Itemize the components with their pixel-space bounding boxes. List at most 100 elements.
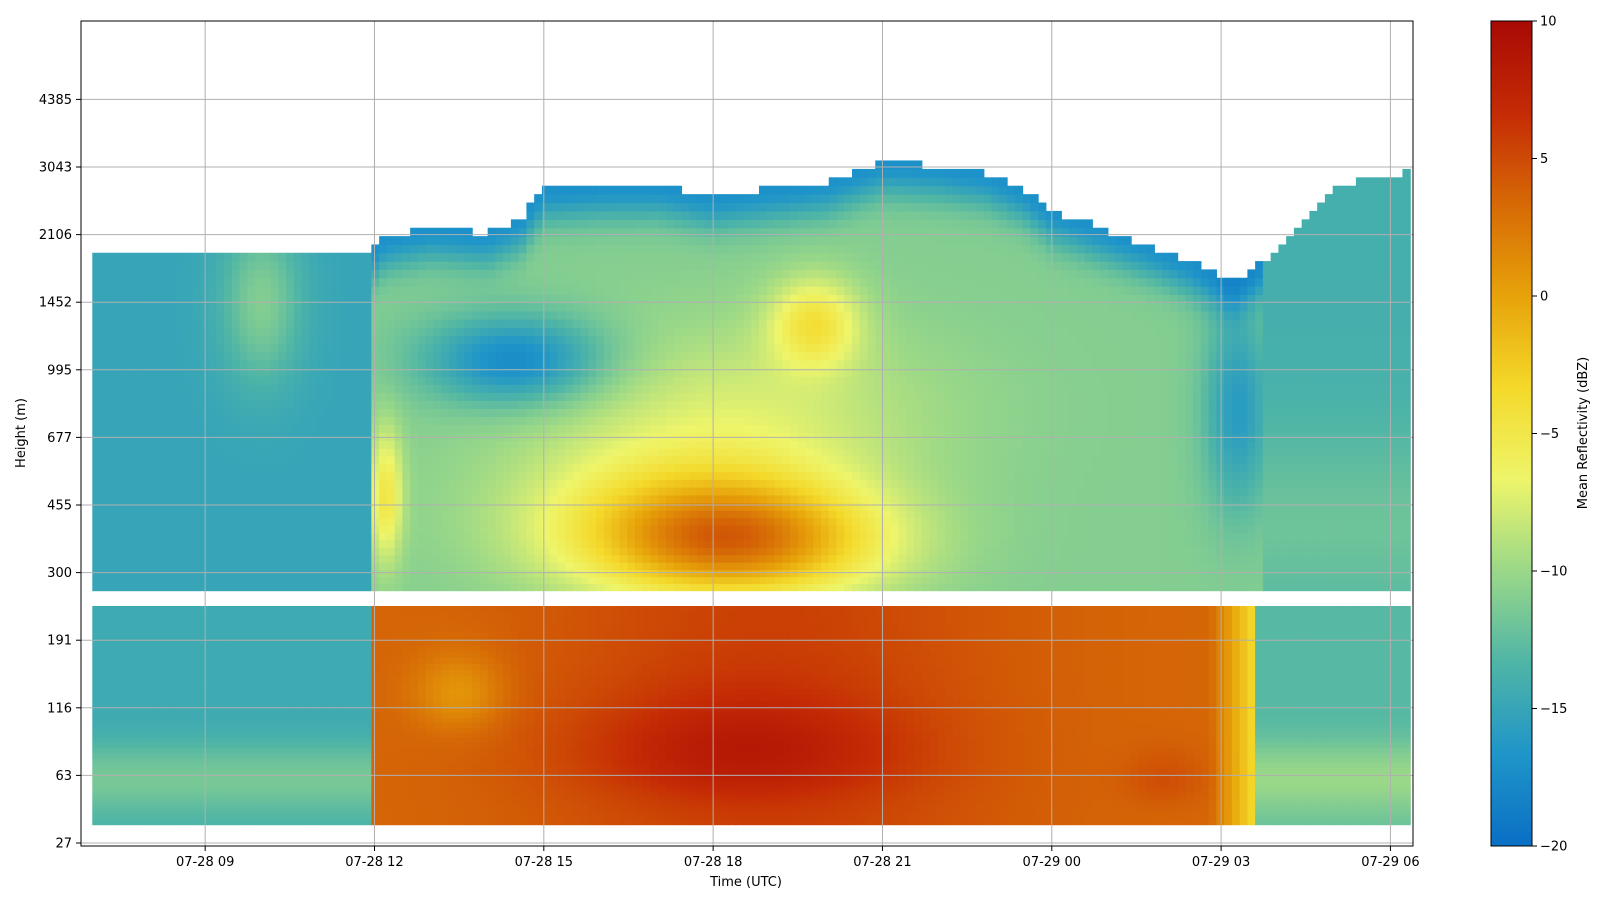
- heatmap-cell: [487, 479, 497, 488]
- heatmap-cell: [193, 554, 202, 563]
- heatmap-cell: [270, 675, 279, 683]
- heatmap-cell: [115, 810, 124, 815]
- heatmap-cell: [448, 681, 458, 689]
- heatmap-cell: [216, 638, 225, 646]
- heatmap-cell: [340, 392, 349, 401]
- heatmap-cell: [503, 675, 512, 683]
- heatmap-cell: [278, 448, 287, 457]
- heatmap-cell: [394, 777, 403, 782]
- heatmap-cell: [278, 813, 287, 818]
- heatmap-cell: [185, 351, 194, 361]
- heatmap-cell: [154, 817, 163, 822]
- heatmap-cell: [293, 562, 303, 571]
- heatmap-cell: [379, 669, 388, 677]
- heatmap-cell: [479, 368, 489, 377]
- heatmap-cell: [247, 752, 256, 759]
- heatmap-cell: [278, 657, 287, 664]
- heatmap-cell: [472, 799, 481, 804]
- heatmap-cell: [464, 762, 473, 769]
- heatmap-cell: [270, 742, 279, 749]
- heatmap-cell: [107, 762, 117, 769]
- heatmap-cell: [100, 277, 109, 287]
- heatmap-cell: [503, 286, 512, 295]
- heatmap-cell: [177, 547, 186, 556]
- heatmap-cell: [115, 688, 124, 695]
- heatmap-cell: [340, 261, 349, 270]
- heatmap-cell: [224, 400, 233, 409]
- heatmap-cell: [107, 376, 117, 385]
- heatmap-cell: [417, 487, 427, 496]
- heatmap-cell: [278, 757, 287, 764]
- heatmap-cell: [216, 359, 225, 369]
- heatmap-cell: [169, 335, 179, 345]
- heatmap-cell: [193, 502, 202, 511]
- heatmap-cell: [262, 368, 272, 377]
- heatmap-cell: [231, 532, 241, 541]
- heatmap-cell: [247, 277, 256, 287]
- heatmap-cell: [169, 727, 179, 733]
- heatmap-cell: [169, 737, 179, 743]
- heatmap-cell: [363, 463, 372, 473]
- heatmap-cell: [456, 525, 465, 534]
- heatmap-cell: [479, 727, 489, 733]
- heatmap-cell: [526, 737, 535, 743]
- heatmap-cell: [100, 455, 109, 465]
- heatmap-cell: [185, 727, 194, 733]
- heatmap-cell: [317, 784, 326, 789]
- heatmap-cell: [441, 302, 450, 312]
- heatmap-cell: [348, 817, 357, 822]
- heatmap-cell: [309, 539, 318, 548]
- heatmap-cell: [433, 784, 442, 789]
- heatmap-cell: [169, 440, 179, 449]
- heatmap-cell: [402, 384, 411, 393]
- heatmap-cell: [510, 717, 520, 723]
- heatmap-cell: [100, 820, 109, 826]
- heatmap-cell: [472, 448, 481, 457]
- heatmap-cell: [154, 747, 163, 754]
- heatmap-cell: [262, 780, 272, 786]
- heatmap-cell: [324, 727, 334, 733]
- heatmap-cell: [386, 416, 396, 425]
- heatmap-cell: [394, 244, 403, 254]
- heatmap-cell: [262, 525, 272, 534]
- heatmap-cell: [239, 610, 248, 619]
- heatmap-cell: [317, 277, 326, 287]
- heatmap-cell: [317, 650, 326, 658]
- heatmap-cell: [262, 562, 272, 571]
- heatmap-cell: [363, 784, 372, 789]
- heatmap-cell: [162, 547, 171, 556]
- heatmap-cell: [317, 510, 326, 519]
- heatmap-cell: [410, 502, 419, 511]
- heatmap-cell: [131, 252, 140, 262]
- heatmap-cell: [146, 576, 155, 585]
- heatmap-cell: [239, 376, 248, 385]
- heatmap-cell: [510, 368, 520, 377]
- heatmap-cell: [518, 700, 528, 708]
- heatmap-cell: [216, 669, 225, 677]
- heatmap-cell: [193, 562, 202, 571]
- heatmap-cell: [224, 820, 233, 826]
- heatmap-cell: [123, 479, 132, 488]
- heatmap-cell: [487, 502, 497, 511]
- heatmap-cell: [402, 294, 411, 304]
- heatmap-cell: [169, 351, 179, 361]
- heatmap-cell: [433, 583, 442, 591]
- heatmap-cell: [169, 517, 179, 526]
- heatmap-cell: [425, 631, 434, 639]
- heatmap-cell: [425, 359, 434, 369]
- heatmap-cell: [309, 706, 318, 713]
- heatmap-cell: [448, 817, 458, 822]
- heatmap-cell: [417, 644, 427, 652]
- heatmap-cell: [456, 624, 465, 633]
- heatmap-cell: [162, 392, 171, 401]
- heatmap-cell: [162, 737, 171, 743]
- heatmap-cell: [487, 675, 497, 683]
- heatmap-cell: [185, 795, 194, 800]
- heatmap-cell: [169, 624, 179, 633]
- heatmap-cell: [270, 277, 279, 287]
- heatmap-cell: [386, 569, 396, 578]
- heatmap-cell: [472, 424, 481, 434]
- heatmap-cell: [510, 663, 520, 671]
- heatmap-cell: [448, 227, 458, 237]
- heatmap-cell: [270, 717, 279, 723]
